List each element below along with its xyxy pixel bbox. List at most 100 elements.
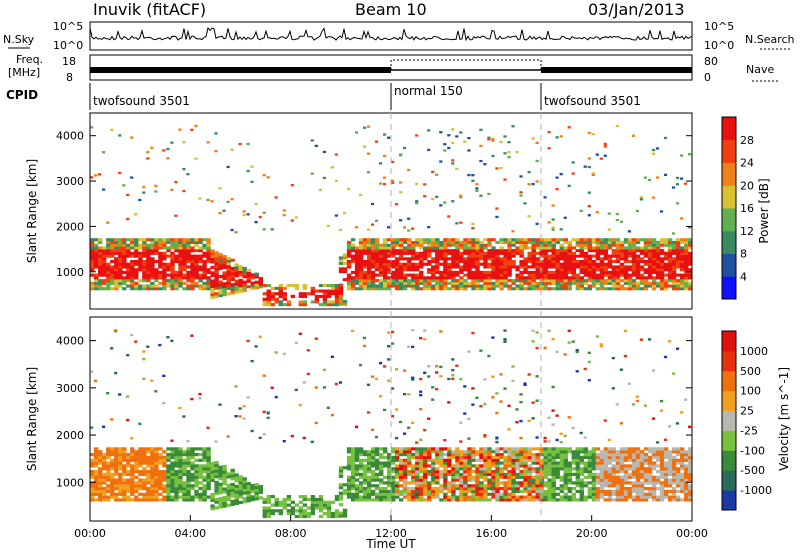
power-cell (370, 202, 375, 206)
velocity-cell (563, 487, 568, 491)
velocity-cell (623, 455, 629, 459)
velocity-cell (222, 501, 227, 505)
power-cell (391, 265, 396, 269)
power-cell (507, 141, 511, 144)
velocity-cell (483, 378, 487, 381)
velocity-cell (495, 498, 500, 502)
velocity-cell (459, 467, 464, 471)
power-cell (242, 283, 247, 287)
power-cell (455, 279, 460, 283)
power-cell (391, 276, 396, 280)
power-cell (210, 287, 215, 291)
velocity-cell (563, 464, 568, 468)
power-cell (358, 287, 364, 291)
power-cell (206, 238, 211, 242)
power-cell (222, 282, 227, 286)
power-cell (407, 243, 412, 247)
velocity-cell (519, 495, 524, 499)
velocity-cell (647, 481, 653, 485)
velocity-cell (575, 475, 580, 479)
velocity-cell (431, 398, 435, 401)
power-cell (222, 255, 227, 259)
velocity-cell (423, 498, 428, 502)
velocity-cell (142, 492, 147, 496)
velocity-cell (583, 470, 588, 474)
power-cell (531, 249, 536, 253)
power-cell (379, 254, 384, 258)
power-cell (627, 260, 633, 264)
velocity-cell (575, 484, 580, 488)
velocity-cell (130, 450, 135, 454)
velocity-cell (551, 492, 556, 496)
velocity-cell (619, 495, 625, 499)
power-cell (647, 246, 653, 250)
velocity-cell (659, 409, 664, 412)
power-cell (459, 279, 464, 283)
power-cell (491, 139, 495, 142)
power-cell (643, 270, 649, 274)
power-cell (379, 265, 384, 269)
velocity-cell (170, 461, 175, 465)
power-cell (503, 268, 508, 272)
velocity-cell (587, 351, 591, 354)
velocity-cell (174, 464, 179, 468)
velocity-cell (443, 472, 448, 476)
velocity-cell (443, 475, 448, 479)
velocity-cell (463, 484, 468, 488)
power-cell (262, 211, 266, 214)
velocity-cell (90, 484, 95, 488)
velocity-cell (90, 461, 95, 465)
power-cell (395, 238, 400, 242)
power-cell (555, 287, 560, 291)
velocity-cell (503, 450, 508, 454)
velocity-cell (415, 487, 420, 491)
velocity-cell (238, 486, 243, 490)
velocity-cell (467, 487, 472, 491)
power-cell (238, 265, 243, 269)
velocity-cell (491, 484, 496, 488)
power-cell (651, 270, 657, 274)
velocity-cell (611, 472, 617, 476)
velocity-cell (539, 464, 544, 468)
velocity-cell (443, 481, 448, 485)
velocity-cell (680, 472, 685, 476)
power-cell (358, 284, 364, 288)
power-cell (531, 260, 536, 264)
velocity-cell (374, 484, 380, 488)
power-cell (94, 243, 99, 247)
power-cell (206, 141, 210, 144)
power-cell (647, 251, 653, 255)
velocity-cell (675, 495, 681, 499)
velocity-cell (515, 495, 520, 499)
power-cell (511, 249, 516, 253)
velocity-cell (222, 473, 227, 477)
power-cell (415, 287, 420, 291)
power-cell (531, 243, 536, 247)
power-cell (182, 251, 187, 255)
velocity-cell (170, 455, 175, 459)
power-cell (138, 265, 143, 269)
velocity-cell (427, 417, 431, 420)
power-cell (680, 265, 685, 269)
velocity-cell (383, 464, 388, 468)
velocity-cell (407, 426, 411, 429)
power-cell (643, 276, 649, 280)
power-cell (302, 286, 308, 290)
power-cell (491, 270, 496, 274)
power-cell (122, 279, 127, 283)
velocity-cell (374, 450, 380, 454)
power-cell (142, 185, 146, 189)
power-cell (595, 246, 601, 250)
power-cell (330, 292, 336, 296)
power-cell (539, 262, 544, 266)
power-cell (431, 279, 436, 283)
velocity-cell (286, 512, 292, 516)
power-cell (391, 238, 396, 242)
velocity-cell (667, 458, 673, 462)
velocity-cell (663, 464, 669, 468)
velocity-cell (130, 333, 134, 337)
velocity-cell (366, 455, 372, 459)
velocity-cell (202, 495, 207, 499)
velocity-cell (663, 489, 669, 493)
power-cell (688, 262, 693, 266)
